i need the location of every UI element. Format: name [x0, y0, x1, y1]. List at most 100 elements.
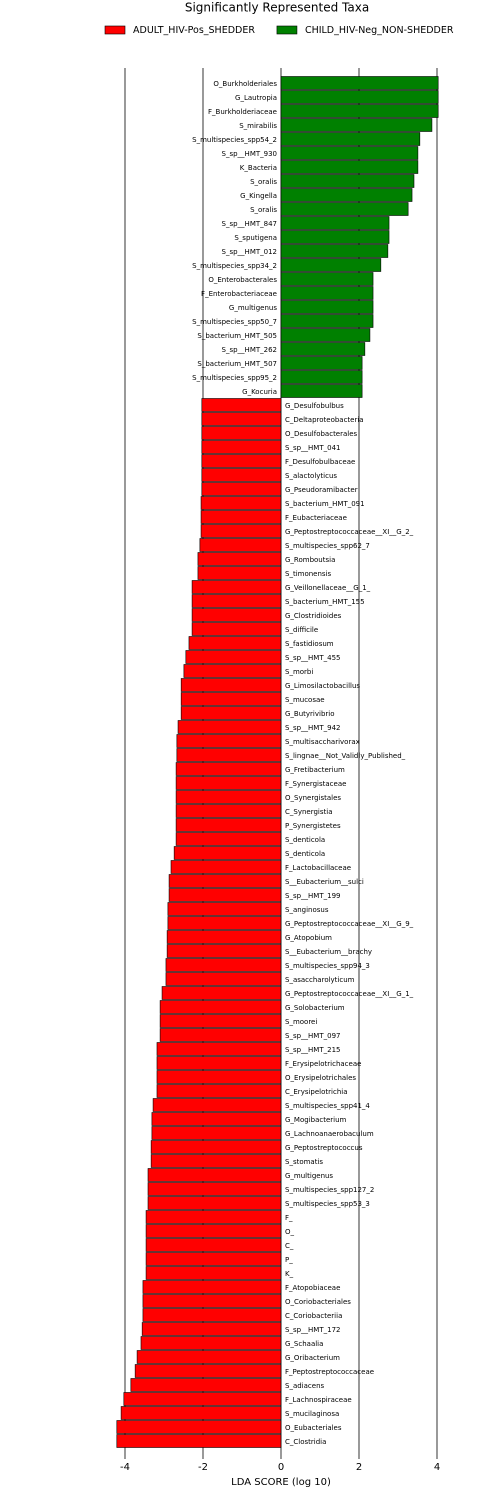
- category-label: C_Synergistia: [285, 808, 333, 816]
- category-label: O_Desulfobacterales: [285, 430, 358, 438]
- category-label: S_mirabilis: [239, 122, 277, 130]
- bar: [280, 300, 374, 314]
- bar: [280, 104, 439, 118]
- category-label: S_fastidiosum: [285, 640, 334, 648]
- bar: [167, 916, 282, 930]
- bar: [142, 1294, 282, 1308]
- category-label: S__Eubacterium__sulci: [285, 878, 364, 886]
- category-label: G_multigenus: [285, 1172, 333, 1180]
- bar: [176, 734, 282, 748]
- category-label: S_alactolyticus: [285, 472, 337, 480]
- category-label: G_Schaalia: [285, 1340, 323, 1348]
- category-label: F_Eubacteriaceae: [285, 514, 347, 522]
- category-label: S_stomatis: [285, 1158, 323, 1166]
- x-tick-label: 2: [356, 1462, 362, 1473]
- category-label: S_difficile: [285, 626, 318, 634]
- bar: [280, 258, 382, 272]
- bar: [280, 286, 374, 300]
- bar: [151, 1126, 282, 1140]
- bar: [150, 1154, 282, 1168]
- category-label: F_Desulfobulbaceae: [285, 458, 355, 466]
- bar: [175, 818, 282, 832]
- bar: [177, 720, 282, 734]
- bar: [175, 776, 282, 790]
- category-label: G_Solobacterium: [285, 1004, 345, 1012]
- bar: [140, 1336, 282, 1350]
- bar: [280, 216, 390, 230]
- category-label: P_: [285, 1256, 293, 1264]
- bar: [201, 412, 282, 426]
- bar: [152, 1098, 282, 1112]
- x-tick-label: -4: [120, 1462, 130, 1473]
- bar: [175, 832, 282, 846]
- category-label: G_multigenus: [229, 304, 277, 312]
- category-label: S_bacterium_HMT_091: [285, 500, 365, 508]
- bar: [147, 1168, 282, 1182]
- bar: [145, 1238, 282, 1252]
- bar: [151, 1112, 282, 1126]
- category-label: O_Coriobacteriales: [285, 1298, 351, 1306]
- bar: [280, 160, 419, 174]
- bar: [280, 202, 409, 216]
- bar: [166, 930, 282, 944]
- category-label: O_Burkholderiales: [213, 80, 277, 88]
- bar: [156, 1070, 282, 1084]
- category-label: G_Peptostreptococcus: [285, 1144, 363, 1152]
- x-tick-label: 4: [434, 1462, 440, 1473]
- bar: [280, 90, 439, 104]
- category-label: S_sp__HMT_199: [285, 892, 340, 900]
- bar: [159, 1028, 282, 1042]
- bar: [280, 272, 374, 286]
- bar: [201, 454, 282, 468]
- category-label: S_sp__HMT_262: [222, 346, 277, 354]
- bar: [145, 1224, 282, 1238]
- bar: [191, 608, 282, 622]
- bar: [150, 1140, 282, 1154]
- category-label: S_multispecies_spp54_2: [192, 136, 277, 144]
- bar: [201, 440, 282, 454]
- category-label: S_sp__HMT_930: [222, 150, 277, 158]
- bar: [173, 846, 282, 860]
- category-label: S_bacterium_HMT_155: [285, 598, 365, 606]
- category-label: S_anginosus: [285, 906, 329, 914]
- category-label: G_Peptostreptococcaceae__XI__G_9_: [285, 920, 414, 928]
- bar: [175, 790, 282, 804]
- x-tick-label: 0: [278, 1462, 284, 1473]
- legend-swatch: [104, 25, 126, 35]
- bar: [145, 1266, 282, 1280]
- category-label: F_: [285, 1214, 293, 1222]
- category-label: S_multispecies_spp50_7: [192, 318, 277, 326]
- category-label: F_Erysipelotrichaceae: [285, 1060, 361, 1068]
- bar: [141, 1322, 282, 1336]
- bar: [147, 1196, 282, 1210]
- bar: [280, 132, 421, 146]
- category-label: S_multispecies_spp62_7: [285, 542, 370, 550]
- category-label: G_Kingella: [240, 192, 277, 200]
- category-label: G_Veillonellaceae__G_1_: [285, 584, 371, 592]
- category-label: G_Desulfobulbus: [285, 402, 344, 410]
- category-label: O_Synergistales: [285, 794, 341, 802]
- bar: [280, 384, 363, 398]
- bar: [159, 1000, 282, 1014]
- category-label: G_Romboutsia: [285, 556, 335, 564]
- legend-label: CHILD_HIV-Neg_NON-SHEDDER: [305, 25, 454, 36]
- category-label: S_multispecies_spp95_2: [192, 374, 277, 382]
- bar: [201, 468, 282, 482]
- bar: [191, 622, 282, 636]
- bar: [201, 426, 282, 440]
- bar: [142, 1280, 282, 1294]
- category-label: S__Eubacterium__brachy: [285, 948, 372, 956]
- category-label: O_Eubacteriales: [285, 1424, 342, 1432]
- category-label: G_Pseudoramibacter: [285, 486, 358, 494]
- bar: [165, 958, 282, 972]
- category-label: G_Oribacterium: [285, 1354, 340, 1362]
- category-label: S_adiacens: [285, 1382, 325, 1390]
- category-label: G_Lachnoanaerobaculum: [285, 1130, 374, 1138]
- bar: [159, 1014, 282, 1028]
- category-label: S_sp__HMT_097: [285, 1032, 340, 1040]
- category-label: F_Atopobiaceae: [285, 1284, 340, 1292]
- bar: [156, 1042, 282, 1056]
- category-label: K_Bacteria: [240, 164, 277, 172]
- category-label: O_Erysipelotrichales: [285, 1074, 356, 1082]
- bar: [280, 342, 366, 356]
